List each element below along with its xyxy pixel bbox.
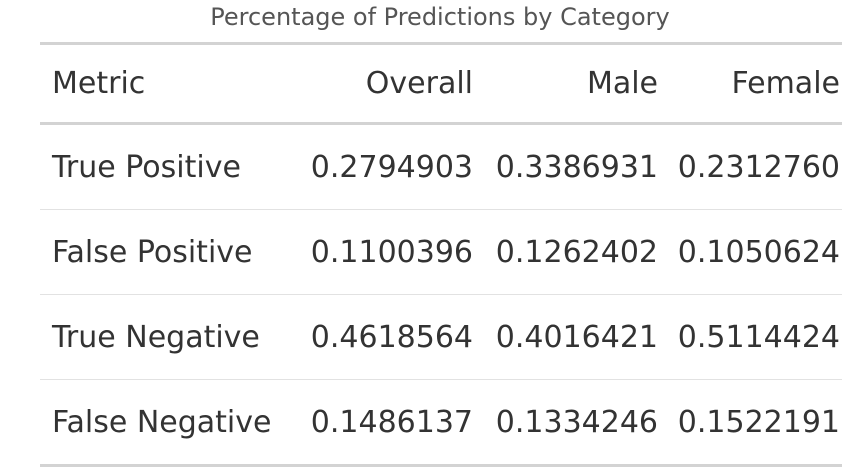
table-row: True Negative 0.4618564 0.4016421 0.5114… <box>40 294 842 380</box>
metric-cell: True Negative <box>40 294 309 380</box>
overall-cell: 0.1486137 <box>310 404 473 440</box>
overall-cell: 0.4618564 <box>309 294 473 380</box>
table-row: False Negative 0.1486137 0.1334246 0.152… <box>40 380 842 466</box>
column-header-female: Female <box>658 43 842 125</box>
overall-cell: 0.1100396 <box>309 209 473 295</box>
table-row: False Positive 0.1100396 0.1262402 0.105… <box>40 209 842 295</box>
male-cell: 0.1262402 <box>473 209 658 295</box>
female-cell: 0.1050624 <box>658 209 842 295</box>
female-cell: 0.5114424 <box>658 294 842 380</box>
metric-cell: False Positive <box>40 209 309 295</box>
female-cell: 0.1522191 <box>677 404 840 440</box>
male-cell: 0.1334246 <box>495 404 658 440</box>
table-row: True Positive 0.2794903 0.3386931 0.2312… <box>40 123 842 210</box>
table-container: Percentage of Predictions by Category Me… <box>40 0 842 467</box>
table-title: Percentage of Predictions by Category <box>210 3 670 31</box>
column-header-male: Male <box>473 43 658 125</box>
male-cell: 0.3386931 <box>473 123 658 210</box>
overall-cell: 0.2794903 <box>309 123 473 210</box>
metric-cell: False Negative <box>52 404 272 440</box>
female-cell: 0.2312760 <box>658 123 842 210</box>
metrics-table: Metric Overall Male Female True Positive… <box>40 42 842 467</box>
table-header-row: Metric Overall Male Female <box>40 43 842 125</box>
male-cell: 0.4016421 <box>473 294 658 380</box>
column-header-metric: Metric <box>40 43 309 125</box>
column-header-overall: Overall <box>309 43 473 125</box>
metric-cell: True Positive <box>40 123 309 210</box>
